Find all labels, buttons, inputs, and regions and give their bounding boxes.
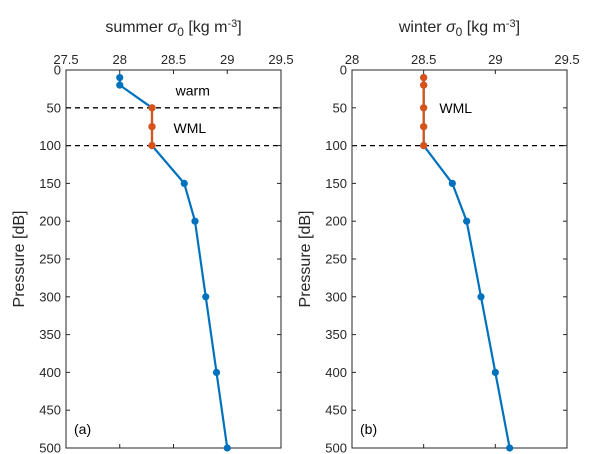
annotation-label: WML — [439, 100, 472, 116]
annotation-label: warm — [175, 82, 210, 98]
y-tick-label: 500 — [39, 441, 61, 454]
title-part: σ — [446, 19, 457, 36]
title-part: 0 — [456, 25, 463, 39]
data-point — [420, 104, 428, 112]
y-tick-label: 350 — [39, 327, 61, 342]
x-tick-label: 28.5 — [411, 52, 436, 67]
annotation-label: WML — [174, 120, 207, 136]
x-tick-label: 29 — [220, 52, 234, 67]
x-tick-label: 27.5 — [53, 52, 78, 67]
data-point — [148, 104, 156, 112]
title-part: [kg m — [462, 19, 506, 36]
panel-label: (b) — [360, 421, 377, 437]
y-tick-label: 0 — [54, 63, 61, 78]
y-tick-label: 250 — [325, 252, 347, 267]
data-point — [420, 81, 428, 89]
title-part: -3 — [227, 18, 237, 30]
chart-panel-a: 27.5 28 28.5 29 29.5 0 50 100 150 200 250 300 350 400… — [11, 18, 294, 454]
series-line — [422, 77, 511, 449]
data-point — [506, 444, 514, 452]
title-part: ] — [237, 19, 241, 36]
data-point — [116, 73, 124, 82]
data-point — [180, 179, 188, 187]
title-part: ] — [516, 19, 520, 36]
title-part: summer — [105, 19, 167, 36]
y-tick-label: 500 — [325, 441, 347, 454]
y-tick-label: 50 — [333, 100, 347, 115]
y-tick-label: 100 — [325, 138, 347, 153]
title-part: winter — [398, 19, 446, 36]
data-point — [420, 142, 428, 150]
y-axis-label: Pressure [dB] — [11, 211, 28, 308]
data-point — [191, 217, 199, 225]
x-tick-label: 29.5 — [554, 52, 579, 67]
title-part: [kg m — [184, 19, 228, 36]
data-point — [202, 293, 210, 301]
data-point — [420, 123, 428, 131]
data-point — [477, 293, 485, 301]
y-tick-label: 250 — [39, 252, 61, 267]
data-point — [448, 179, 456, 187]
y-axis-label: Pressure [dB] — [297, 211, 314, 308]
data-point — [212, 368, 221, 376]
y-tick-label: 50 — [47, 100, 61, 115]
data-point — [223, 444, 231, 452]
panel-label: (a) — [74, 421, 91, 437]
y-tick-label: 0 — [340, 63, 347, 78]
data-point — [491, 368, 499, 376]
x-tick-label: 28.5 — [161, 52, 186, 67]
chart-panel-b: 28 28.5 29 29.5 0 50 100 150 200 250 300 350 400 450 5… — [297, 18, 580, 454]
y-tick-label: 100 — [39, 138, 61, 153]
y-tick-label: 400 — [39, 365, 61, 380]
y-tick-label: 200 — [325, 214, 347, 229]
y-tick-label: 150 — [325, 176, 347, 191]
data-point — [148, 123, 156, 131]
chart-title: summer σ0 [kg m-3] — [105, 18, 241, 39]
y-tick-label: 300 — [39, 289, 61, 304]
y-tick-label: 400 — [325, 365, 347, 380]
axes-box — [351, 69, 568, 449]
y-tick-label: 450 — [325, 403, 347, 418]
title-part: -3 — [506, 18, 516, 30]
data-point — [463, 217, 471, 225]
title-part: 0 — [177, 25, 184, 39]
y-tick-label: 350 — [325, 327, 347, 342]
title-part: σ — [168, 19, 179, 36]
y-tick-label: 150 — [39, 176, 61, 191]
x-tick-label: 28 — [345, 52, 359, 67]
data-point — [116, 81, 124, 89]
y-tick-label: 450 — [39, 403, 61, 418]
data-point — [420, 73, 428, 82]
y-tick-label: 200 — [39, 214, 61, 229]
x-tick-label: 29.5 — [268, 52, 293, 67]
x-tick-label: 29 — [488, 52, 502, 67]
chart-title: winter σ0 [kg m-3] — [398, 18, 520, 39]
data-point — [148, 142, 156, 150]
series-line — [118, 77, 229, 449]
y-tick-label: 300 — [325, 289, 347, 304]
x-tick-label: 28 — [113, 52, 127, 67]
